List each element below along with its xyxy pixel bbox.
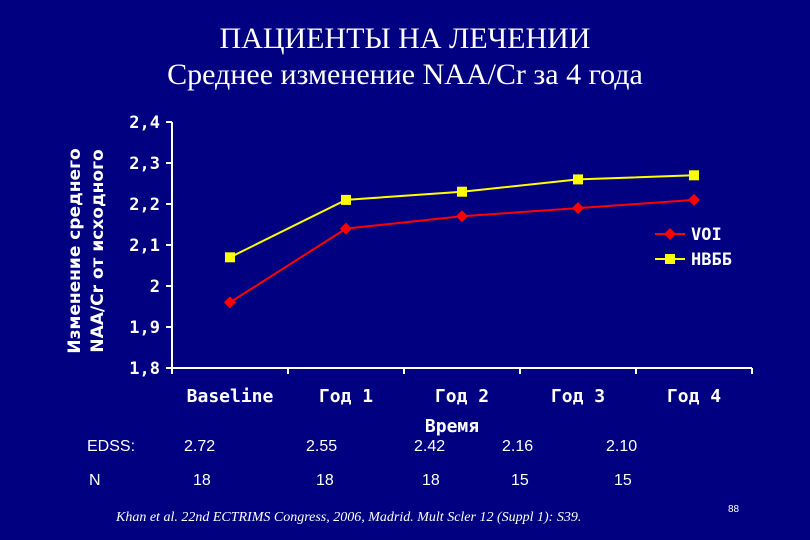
- n-value-year1: 18: [316, 472, 334, 489]
- data-point-square: [689, 170, 699, 181]
- y-axis-title-line2: NAA/Cr от исходного: [88, 149, 108, 352]
- page-number: 88: [728, 504, 740, 515]
- x-tick-label: Год 1: [319, 386, 373, 407]
- edss-value-baseline: 2.72: [184, 438, 216, 455]
- y-tick-label: 2,3: [129, 154, 160, 174]
- n-value-year4: 15: [614, 472, 632, 489]
- slide-subtitle: Среднее изменение NAA/Cr за 4 года: [167, 58, 643, 91]
- data-point-diamond: [572, 202, 584, 215]
- n-value-baseline: 18: [193, 472, 211, 489]
- chart-axes: 1,8 1,9 2 2,1 2,2 2,3 2,4 Baseline Год 1 Год 2 Год…: [65, 113, 753, 437]
- legend-marker-diamond: [664, 228, 676, 240]
- y-tick-label: 2: [150, 277, 160, 297]
- x-tick-label: Год 2: [435, 386, 489, 407]
- x-tick-label: Год 4: [667, 386, 721, 407]
- n-value-year2: 18: [422, 472, 440, 489]
- x-axis-title: Время: [425, 416, 479, 437]
- edss-label: EDSS:: [87, 438, 136, 455]
- legend-label-1: НВББ: [691, 250, 732, 270]
- chart-legend: VOI НВББ: [655, 225, 732, 270]
- edss-value-year1: 2.55: [306, 438, 338, 455]
- legend-label-0: VOI: [691, 225, 722, 245]
- citation: Khan et al. 22nd ECTRIMS Congress, 2006,…: [116, 510, 582, 525]
- edss-value-year4: 2.10: [606, 438, 638, 455]
- data-point-diamond: [224, 296, 236, 309]
- edss-value-year3: 2.16: [502, 438, 534, 455]
- line-chart: 1,8 1,9 2 2,1 2,2 2,3 2,4 Baseline Год 1 Год 2 Год…: [65, 113, 753, 437]
- data-point-diamond: [688, 193, 700, 206]
- data-point-diamond: [456, 210, 468, 223]
- y-tick-label: 2,4: [129, 113, 160, 133]
- legend-marker-square: [665, 254, 675, 264]
- n-value-year3: 15: [511, 472, 529, 489]
- y-axis-title-line1: Изменение среднего: [65, 148, 85, 353]
- data-point-square: [341, 194, 351, 205]
- data-point-diamond: [340, 222, 352, 235]
- x-tick-label: Год 3: [551, 386, 605, 407]
- y-tick-label: 1,9: [129, 318, 160, 338]
- n-label: N: [89, 472, 101, 489]
- y-tick-label: 1,8: [129, 359, 160, 379]
- x-tick-label: Baseline: [187, 386, 274, 407]
- data-point-square: [573, 174, 583, 185]
- edss-value-year2: 2.42: [414, 438, 446, 455]
- y-tick-label: 2,1: [129, 236, 160, 256]
- data-point-square: [225, 252, 235, 263]
- slide-title: ПАЦИЕНТЫ НА ЛЕЧЕНИИ: [219, 22, 591, 55]
- data-point-square: [457, 186, 467, 197]
- y-tick-label: 2,2: [129, 195, 160, 215]
- chart-series: [224, 170, 700, 309]
